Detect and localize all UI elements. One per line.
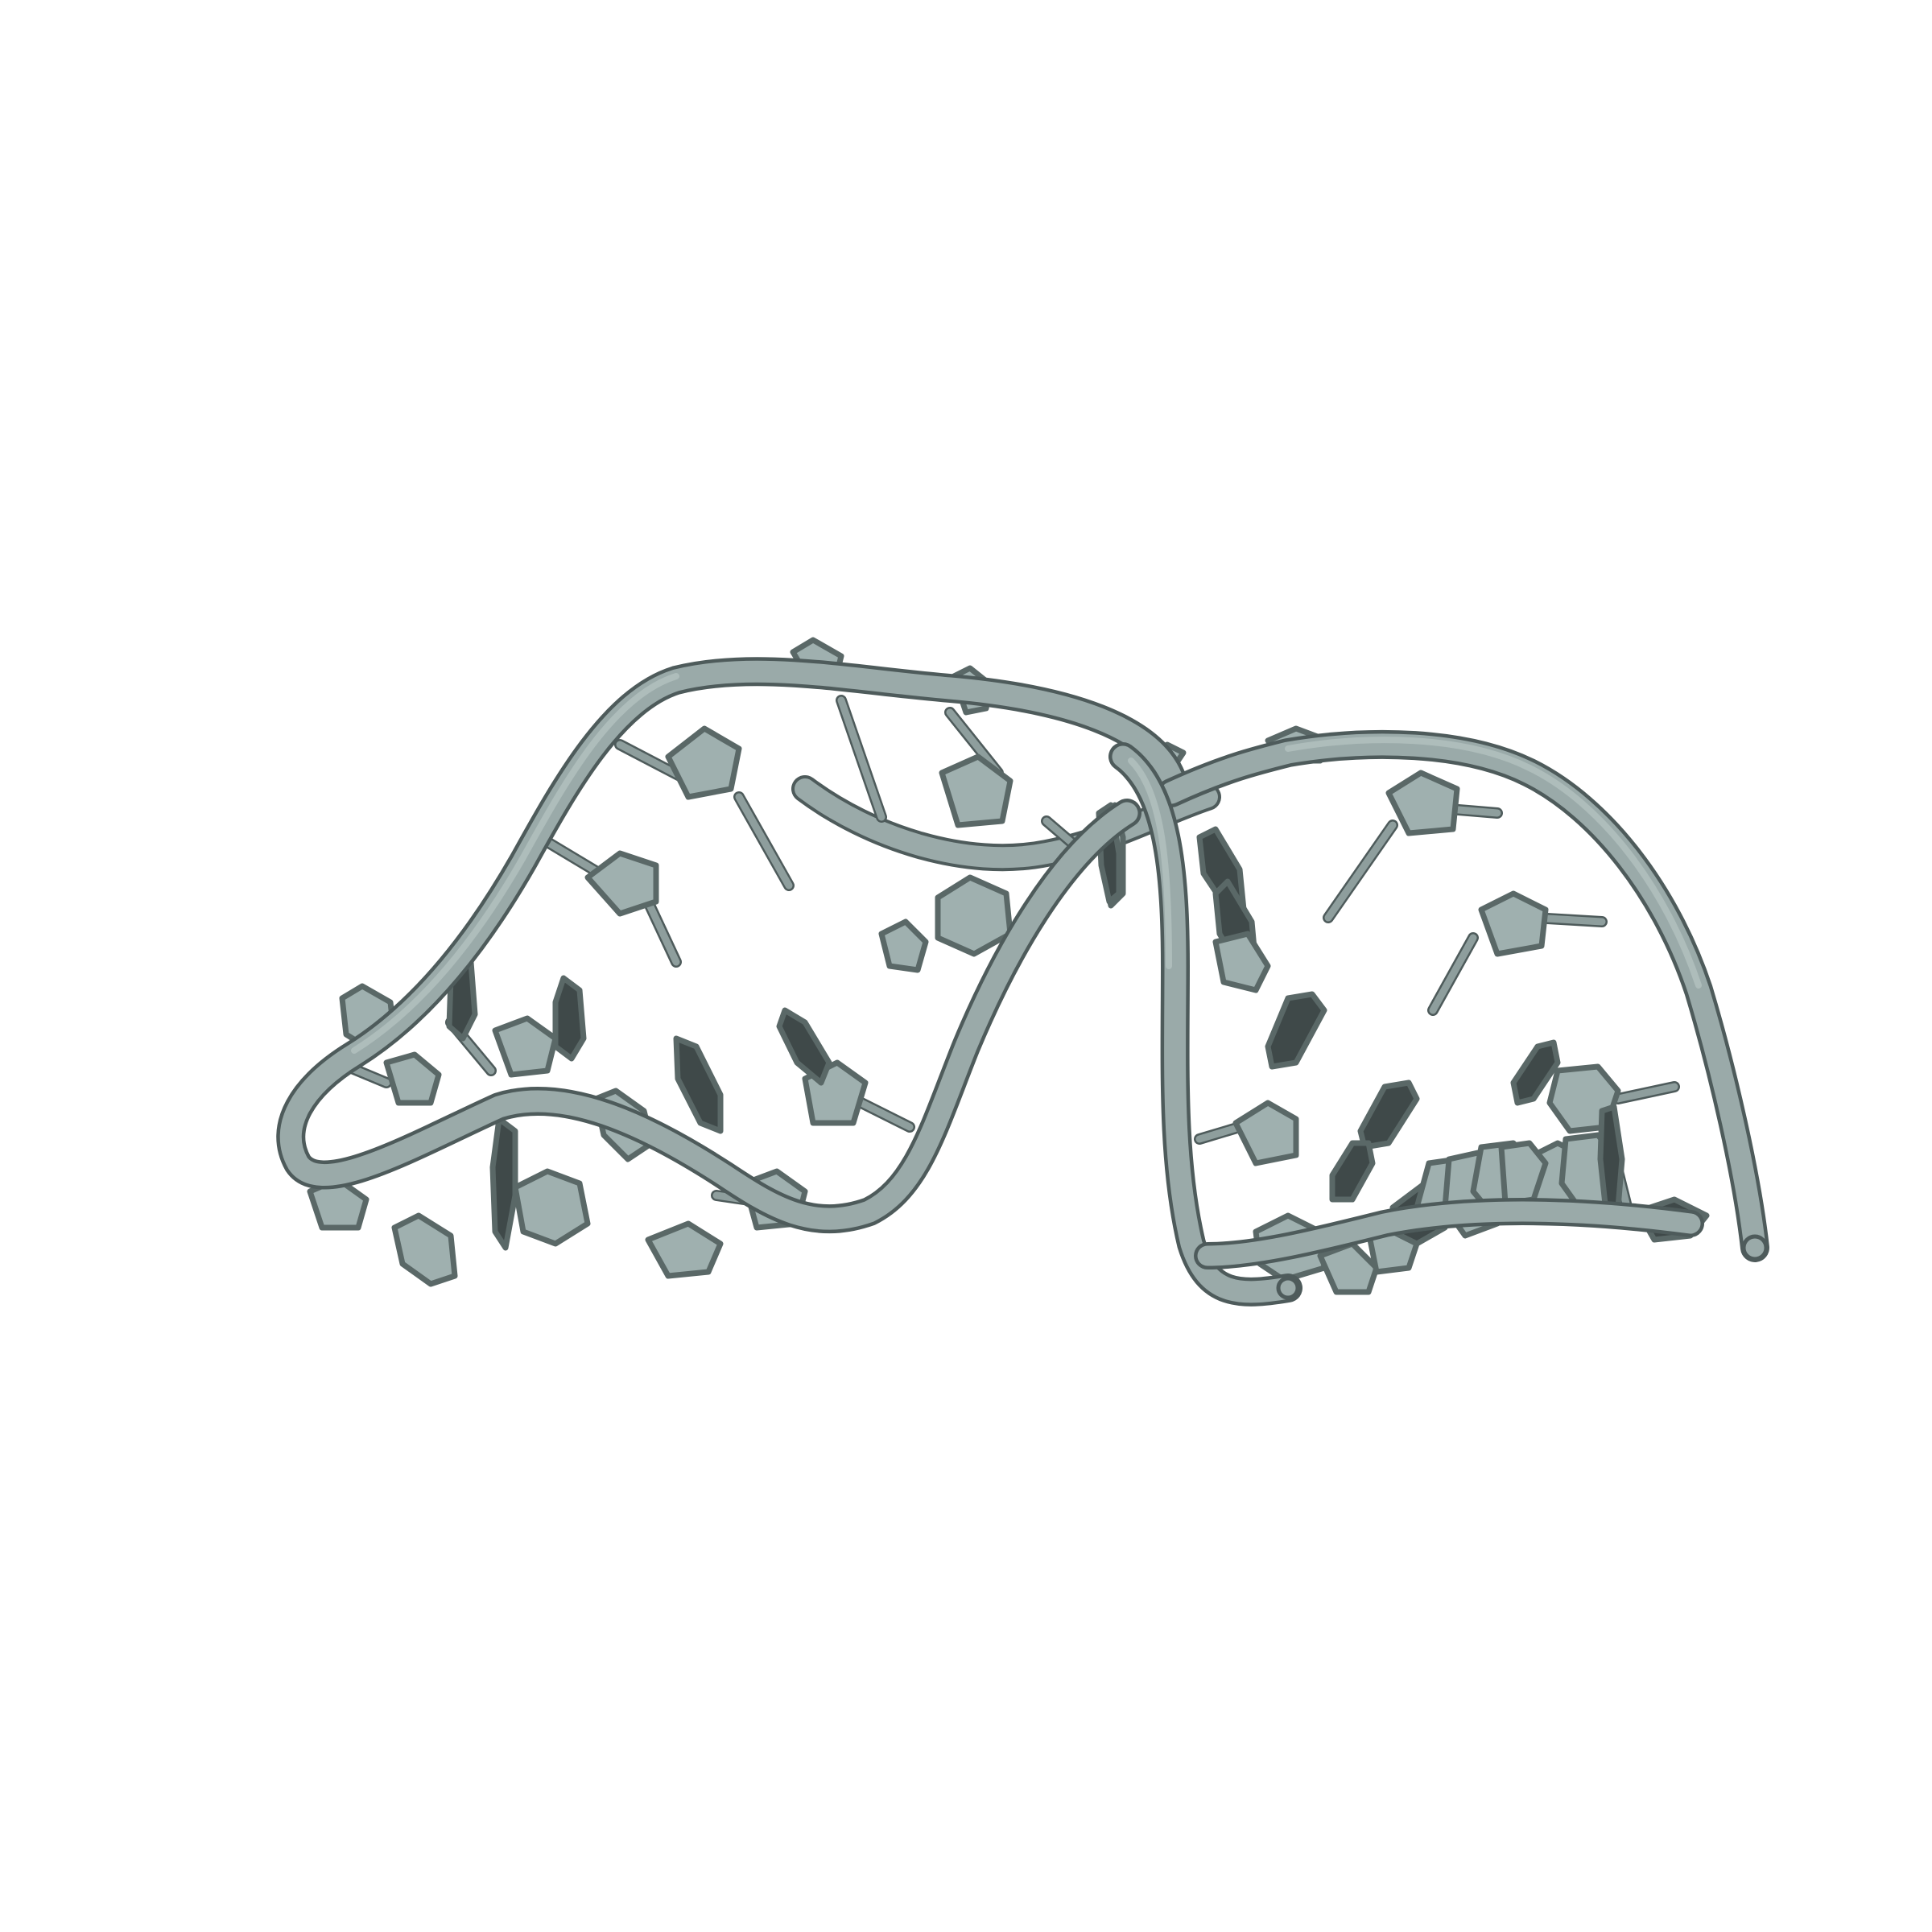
ring xyxy=(492,1015,559,1078)
ring xyxy=(512,1168,591,1247)
ring xyxy=(584,850,659,917)
ring xyxy=(645,1220,724,1279)
ring xyxy=(1510,1039,1561,1106)
ring xyxy=(935,874,1013,957)
front-strand xyxy=(276,657,1769,1307)
strand-ends xyxy=(1276,1234,1769,1300)
ring xyxy=(1478,890,1549,957)
ring xyxy=(489,1116,518,1251)
ring xyxy=(665,725,742,800)
ring xyxy=(552,975,587,1062)
ring xyxy=(1597,1104,1625,1215)
ring xyxy=(1357,1080,1420,1150)
ring xyxy=(1232,1100,1299,1166)
ring xyxy=(1385,770,1460,836)
ring xyxy=(383,1051,442,1106)
ring xyxy=(1212,931,1271,993)
ring xyxy=(939,753,1013,828)
ring xyxy=(1329,1140,1376,1203)
ring xyxy=(776,1007,832,1086)
ring xyxy=(673,1035,724,1134)
ring xyxy=(878,919,929,973)
ring xyxy=(391,1212,458,1287)
ring xyxy=(1498,1140,1549,1207)
ring xyxy=(1265,991,1327,1070)
